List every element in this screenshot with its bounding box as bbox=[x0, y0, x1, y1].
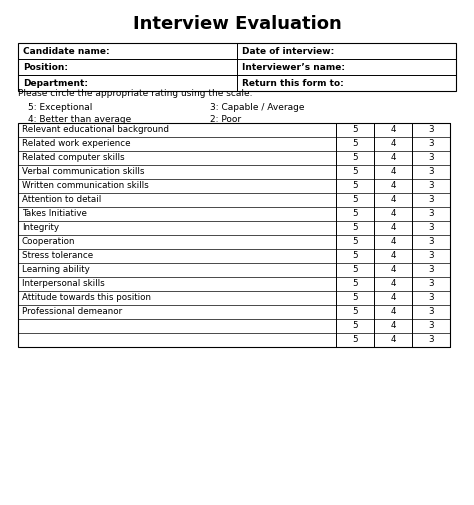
Text: 3: 3 bbox=[428, 154, 434, 163]
Text: Professional demeanor: Professional demeanor bbox=[22, 308, 122, 317]
Text: 5: 5 bbox=[352, 139, 358, 148]
Text: 5: 5 bbox=[352, 308, 358, 317]
Text: Learning ability: Learning ability bbox=[22, 266, 90, 275]
Text: Stress tolerance: Stress tolerance bbox=[22, 251, 93, 261]
Text: 5: 5 bbox=[352, 293, 358, 302]
Text: 5: 5 bbox=[352, 266, 358, 275]
Text: 3: 3 bbox=[428, 195, 434, 205]
Bar bbox=[18, 43, 456, 91]
Text: 5: 5 bbox=[352, 154, 358, 163]
Text: 4: 4 bbox=[390, 210, 396, 219]
Text: Interviewer’s name:: Interviewer’s name: bbox=[242, 63, 345, 72]
Text: Relevant educational background: Relevant educational background bbox=[22, 126, 169, 134]
Text: Written communication skills: Written communication skills bbox=[22, 181, 149, 190]
Text: Integrity: Integrity bbox=[22, 224, 59, 232]
Text: 5: 5 bbox=[352, 279, 358, 288]
Text: 5: 5 bbox=[352, 335, 358, 344]
Text: Related work experience: Related work experience bbox=[22, 139, 130, 148]
Text: 3: 3 bbox=[428, 279, 434, 288]
Text: 4: 4 bbox=[390, 168, 396, 177]
Text: 4: 4 bbox=[390, 195, 396, 205]
Text: 4: 4 bbox=[390, 335, 396, 344]
Text: 4: 4 bbox=[390, 251, 396, 261]
Text: 5: 5 bbox=[352, 210, 358, 219]
Text: Interview Evaluation: Interview Evaluation bbox=[133, 15, 341, 33]
Text: 4: 4 bbox=[390, 181, 396, 190]
Text: Candidate name:: Candidate name: bbox=[23, 46, 109, 56]
Text: 3: 3 bbox=[428, 293, 434, 302]
Text: Please circle the appropriate rating using the scale:: Please circle the appropriate rating usi… bbox=[18, 89, 253, 98]
Text: 3: Capable / Average: 3: Capable / Average bbox=[210, 103, 304, 112]
Text: 5: 5 bbox=[352, 224, 358, 232]
Text: 3: 3 bbox=[428, 237, 434, 246]
Text: 3: 3 bbox=[428, 126, 434, 134]
Text: 4: 4 bbox=[390, 308, 396, 317]
Text: 5: 5 bbox=[352, 251, 358, 261]
Text: 4: 4 bbox=[390, 279, 396, 288]
Text: Verbal communication skills: Verbal communication skills bbox=[22, 168, 145, 177]
Text: 5: 5 bbox=[352, 126, 358, 134]
Text: 4: 4 bbox=[390, 224, 396, 232]
Bar bbox=[18, 123, 450, 347]
Text: 3: 3 bbox=[428, 308, 434, 317]
Text: Department:: Department: bbox=[23, 78, 88, 87]
Text: 5: 5 bbox=[352, 195, 358, 205]
Text: Attention to detail: Attention to detail bbox=[22, 195, 101, 205]
Text: 4: 4 bbox=[390, 322, 396, 330]
Text: 3: 3 bbox=[428, 322, 434, 330]
Text: 5: 5 bbox=[352, 237, 358, 246]
Text: Date of interview:: Date of interview: bbox=[242, 46, 334, 56]
Text: 3: 3 bbox=[428, 251, 434, 261]
Text: 4: 4 bbox=[390, 237, 396, 246]
Text: 4: Better than average: 4: Better than average bbox=[28, 115, 131, 124]
Text: Interpersonal skills: Interpersonal skills bbox=[22, 279, 105, 288]
Text: 3: 3 bbox=[428, 335, 434, 344]
Text: 4: 4 bbox=[390, 126, 396, 134]
Text: Takes Initiative: Takes Initiative bbox=[22, 210, 87, 219]
Text: Cooperation: Cooperation bbox=[22, 237, 75, 246]
Text: 4: 4 bbox=[390, 154, 396, 163]
Text: 3: 3 bbox=[428, 168, 434, 177]
Text: 2: Poor: 2: Poor bbox=[210, 115, 241, 124]
Text: 5: 5 bbox=[352, 322, 358, 330]
Text: 3: 3 bbox=[428, 224, 434, 232]
Text: Position:: Position: bbox=[23, 63, 68, 72]
Text: 3: 3 bbox=[428, 266, 434, 275]
Text: 5: 5 bbox=[352, 168, 358, 177]
Text: 5: Exceptional: 5: Exceptional bbox=[28, 103, 92, 112]
Text: 4: 4 bbox=[390, 266, 396, 275]
Text: 3: 3 bbox=[428, 139, 434, 148]
Text: 3: 3 bbox=[428, 210, 434, 219]
Text: 4: 4 bbox=[390, 293, 396, 302]
Text: Attitude towards this position: Attitude towards this position bbox=[22, 293, 151, 302]
Text: 4: 4 bbox=[390, 139, 396, 148]
Text: 3: 3 bbox=[428, 181, 434, 190]
Text: Return this form to:: Return this form to: bbox=[242, 78, 344, 87]
Text: Related computer skills: Related computer skills bbox=[22, 154, 125, 163]
Text: 5: 5 bbox=[352, 181, 358, 190]
